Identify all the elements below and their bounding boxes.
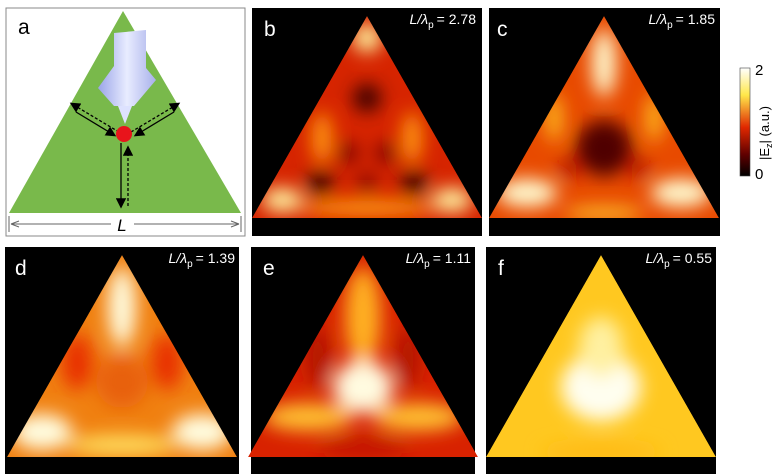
dimension-line [8,216,242,232]
panel-a: L a [5,7,246,237]
tip-apex [118,106,132,124]
ratio-label: L/λp = 2.78 [410,11,477,31]
shape [12,414,72,450]
shape [629,158,649,178]
shape [432,188,472,212]
panel-label: d [15,257,27,280]
text-part: p [187,259,193,270]
text-part: L/λ [169,250,188,266]
shape [592,29,616,97]
shape [307,170,333,196]
text-part: z [764,143,772,148]
shape [262,24,472,216]
shape [10,220,240,228]
shape [7,255,237,457]
tip [98,30,156,106]
panel-f: f L/λp = 0.55 [486,247,716,474]
shape [376,143,396,163]
shape [564,207,644,218]
text-part: p [667,20,673,31]
shape [373,403,463,431]
panel-label: e [263,257,275,280]
text-part: | (a.u.) [757,106,772,143]
shape [489,16,719,218]
shape [96,356,148,408]
shape [12,267,232,455]
shape [541,317,661,457]
shape [401,170,427,196]
shape [252,16,482,218]
shape [541,444,661,457]
shape [353,24,381,52]
ratio-label: L/λp = 1.85 [649,11,716,31]
text-part: = 0.55 [673,250,713,266]
colorbar-max: 2 [755,62,763,79]
shape [358,174,376,192]
panel-label: a [18,16,30,39]
arrows [69,102,181,209]
panel-label: b [264,18,276,41]
text-part: = 1.11 [433,250,471,266]
shape [345,267,381,367]
text-part: L/λ [406,250,425,266]
text-part: |E [757,148,772,160]
colorbar-label: |Ez| (a.u.) [757,106,772,160]
shape [486,255,716,457]
ratio-label: L/λp = 1.39 [169,250,236,270]
shape [252,16,482,218]
source-dot [116,126,132,142]
panel-label: f [498,257,504,280]
colorbar: 2 0 |Ez| (a.u.) [739,62,772,183]
colorbar-min: 0 [755,166,763,183]
shape [497,179,557,207]
text-part: p [428,20,434,31]
text-part: = 1.85 [676,11,716,27]
panel-c: c L/λp = 1.85 [489,8,720,236]
text-part: L/λ [646,250,665,266]
shape [651,179,711,207]
shape [338,143,358,163]
panel-label: c [497,18,508,41]
shape [262,188,302,212]
panel-e: e L/λp = 1.11 [248,247,478,474]
shape [561,353,641,421]
text-part: p [664,259,670,270]
shape [108,267,136,347]
shape [333,361,393,413]
shape [312,112,332,164]
shape [353,84,381,112]
shape [133,111,175,137]
colorbar-gradient [739,67,751,177]
ratio-label: L/λp = 0.55 [646,250,713,270]
text-part: L/λ [410,11,429,27]
text-part: = 1.39 [196,250,236,266]
shape [318,438,408,456]
shape [69,102,120,133]
shape [559,158,579,178]
text-part: p [424,259,430,270]
shape [130,102,181,133]
text-part: = 2.78 [437,11,477,27]
shape [263,267,463,456]
shape [576,120,632,176]
panel-b: b L/λp = 2.78 [252,8,482,236]
shape [263,403,353,431]
shape [402,112,422,164]
shape [248,255,478,457]
panel-d: d L/λp = 1.39 [5,247,239,474]
length-label: L [117,216,126,235]
shape [579,317,623,377]
shape [67,435,177,455]
shape [489,16,719,218]
shape [172,414,232,450]
ratio-label: L/λp = 1.11 [406,250,472,270]
text-part: L/λ [649,11,668,27]
shape [297,200,437,216]
shape [75,111,117,137]
